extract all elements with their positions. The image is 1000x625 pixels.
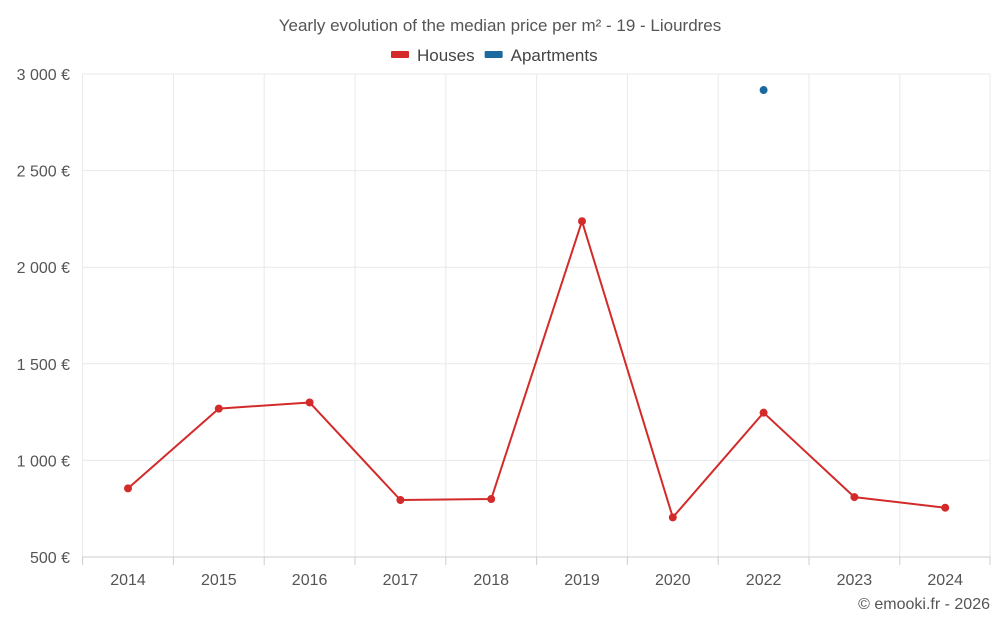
legend-label-apartments: Apartments [511,46,598,65]
y-tick-label-1500: 1 500 € [17,357,70,374]
y-tick-label-2000: 2 000 € [17,260,70,277]
legend: Houses Apartments [391,46,598,65]
credit-label: © emooki.fr - 2026 [858,596,990,613]
legend-label-houses: Houses [417,46,475,65]
series-line-houses-0 [127,220,946,519]
y-tick-label-1000: 1 000 € [17,453,70,470]
series-layer [124,86,950,522]
x-tick-label-2022: 2022 [746,572,782,589]
data-point-houses-2019 [578,217,586,226]
data-point-houses-2024 [941,503,950,512]
data-point-houses-2017 [396,496,405,505]
x-tick-label-2014: 2014 [110,572,146,589]
data-point-houses-2015 [214,404,223,413]
grid [82,73,991,558]
legend-swatch-houses [391,51,409,58]
series-apartments [759,86,768,95]
data-point-houses-2018 [487,495,496,504]
axes: 500 € 1 000 € 1 500 € 2 000 € 2 500 € 3 000 €… [17,67,991,589]
y-tick-label-3000: 3 000 € [17,67,70,84]
data-point-apartments-2022 [759,86,768,95]
x-tick-label-2023: 2023 [837,572,873,589]
x-tick-label-2017: 2017 [383,572,419,589]
chart-title: Yearly evolution of the median price per… [279,16,722,35]
x-tick-label-2015: 2015 [201,572,237,589]
legend-swatch-apartments [484,51,503,58]
data-point-houses-2023 [850,493,859,502]
data-point-houses-2022 [759,408,768,417]
y-tick-label-500: 500 € [30,550,70,567]
data-point-houses-2016 [305,398,314,407]
data-point-houses-2020 [668,513,677,522]
x-tick-label-2020: 2020 [655,572,691,589]
series-houses [124,217,950,522]
data-point-houses-2014 [124,484,132,493]
x-tick-label-2019: 2019 [564,572,600,589]
x-tick-label-2018: 2018 [473,572,509,589]
x-tick-label-2024: 2024 [927,572,963,589]
y-tick-label-2500: 2 500 € [17,164,70,181]
x-tick-label-2016: 2016 [292,572,328,589]
